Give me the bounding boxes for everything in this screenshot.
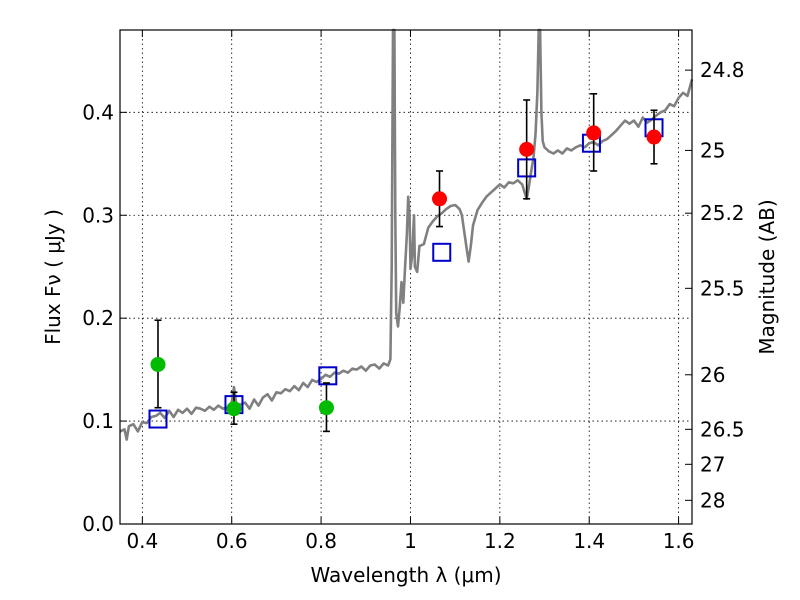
x-axis-label: Wavelength λ (μm) [310, 563, 501, 587]
x-tick-label: 1.4 [573, 529, 605, 553]
y-tick-label: 0.3 [82, 203, 114, 227]
x-tick-label: 1.2 [484, 529, 516, 553]
observed-circle-point [586, 125, 602, 141]
y-tick-label: 0.2 [82, 306, 114, 330]
x-tick-label: 1.6 [663, 529, 695, 553]
observed-circle-point [519, 141, 535, 157]
x-tick-label: 0.4 [126, 529, 158, 553]
axis-ticks: 0.4 0.6 0.8 1 1.2 1.4 1.6 0.0 0.1 0.2 0.3 0.4 24.8 25… [82, 30, 745, 553]
observed-circle-point [432, 191, 448, 207]
observed-circle-point [150, 356, 166, 372]
spectrum-series [119, 28, 694, 441]
y-tick-label: 0.0 [82, 512, 114, 536]
plot-frame [119, 29, 693, 525]
y2-tick-label: 25.2 [700, 201, 745, 225]
y2-tick-label: 24.8 [700, 58, 745, 82]
observed-circle-point [646, 129, 662, 145]
y2-tick-label: 26 [700, 363, 725, 387]
observed-circle-point [226, 401, 242, 417]
y2-axis-label: Magnitude (AB) [755, 199, 779, 354]
grid-lines [120, 30, 692, 524]
x-tick-label: 1 [404, 529, 417, 553]
y-tick-label: 0.4 [82, 100, 114, 124]
model-square-point [148, 409, 168, 429]
x-tick-label: 0.6 [216, 529, 248, 553]
data-points [148, 93, 664, 433]
y2-tick-label: 28 [700, 488, 725, 512]
y2-tick-label: 25.5 [700, 276, 745, 300]
observed-circle-point [318, 400, 334, 416]
model-square-point [432, 242, 452, 262]
y2-tick-label: 26.5 [700, 417, 745, 441]
y-tick-label: 0.1 [82, 409, 114, 433]
model-spectrum-line [119, 28, 694, 441]
y2-tick-label: 27 [700, 452, 725, 476]
x-tick-label: 0.8 [305, 529, 337, 553]
y-axis-label: Flux Fν ( μJy ) [41, 209, 65, 345]
model-square-point [318, 366, 338, 386]
y2-tick-label: 25 [700, 138, 725, 162]
